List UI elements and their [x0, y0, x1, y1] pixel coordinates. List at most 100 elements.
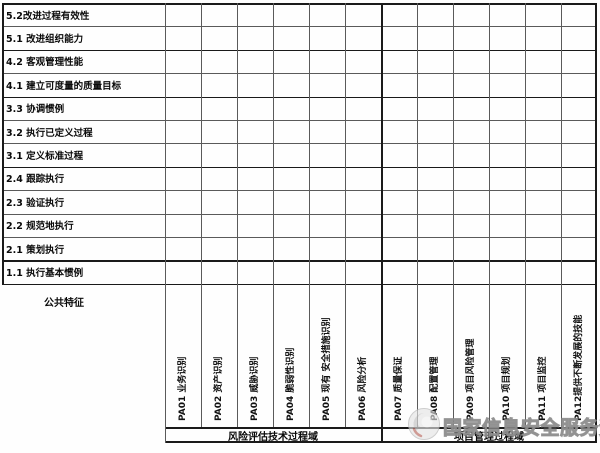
grid-cell: [345, 237, 381, 260]
grid-cell: [345, 260, 381, 283]
row-label: 5.1 改进组织能力: [6, 34, 84, 46]
grid-cell: [345, 143, 381, 166]
grid-cell: [165, 260, 201, 283]
grid-cell: [453, 214, 489, 237]
grid-cell: [525, 26, 561, 49]
grid-cell: [165, 214, 201, 237]
row-label: 3.1 定义标准过程: [6, 151, 84, 163]
grid-cell: [309, 3, 345, 26]
grid-cell: [489, 260, 525, 283]
grid-cell: [237, 73, 273, 96]
grid-cell: [381, 50, 417, 73]
grid-line-vertical: [309, 3, 310, 427]
grid-cell: [237, 97, 273, 120]
grid-cell: [273, 3, 309, 26]
grid-line-horizontal: [2, 213, 597, 215]
grid-cell: [489, 214, 525, 237]
grid-cell: [201, 237, 237, 260]
grid-cell: [381, 214, 417, 237]
grid-cell: [525, 120, 561, 143]
grid-line-vertical: [417, 3, 418, 427]
grid-cell: [237, 120, 273, 143]
grid-cell: [345, 26, 381, 49]
grid-line-vertical: [453, 3, 454, 427]
grid-cell: [417, 120, 453, 143]
grid-cell: [345, 97, 381, 120]
grid-cell: [489, 167, 525, 190]
grid-cell: [453, 237, 489, 260]
grid-cell: [165, 190, 201, 213]
process-group-label: 项目管理过程域: [454, 431, 524, 443]
grid-cell: [165, 237, 201, 260]
grid-cell: [417, 237, 453, 260]
grid-cell: [453, 50, 489, 73]
grid-cell: [345, 50, 381, 73]
grid-cell: [381, 143, 417, 166]
grid-line-vertical: [165, 3, 166, 443]
column-label-cell: PA12提供不断发展的技能: [561, 284, 597, 427]
grid-cell: [237, 167, 273, 190]
grid-cell: [381, 97, 417, 120]
grid-cell: [417, 73, 453, 96]
grid-cell: [417, 143, 453, 166]
grid-cell: [273, 260, 309, 283]
grid-cell: [417, 50, 453, 73]
grid-cell: [561, 26, 597, 49]
grid-cell: [381, 237, 417, 260]
grid-cell: [201, 50, 237, 73]
grid-cell: [309, 260, 345, 283]
grid-cell: [201, 97, 237, 120]
column-label-cell: PA02 资产识别: [201, 284, 237, 427]
grid-cell: [525, 73, 561, 96]
grid-cell: [309, 237, 345, 260]
grid-line-horizontal: [2, 143, 597, 145]
certification-seal-icon: [407, 407, 441, 445]
grid-cell: [561, 73, 597, 96]
grid-cell: [381, 120, 417, 143]
grid-line-horizontal: [2, 96, 597, 99]
column-label: PA04 脆弱性识别: [286, 347, 296, 421]
grid-cell: [273, 26, 309, 49]
grid-cell: [237, 237, 273, 260]
grid-cell: [561, 50, 597, 73]
grid-cell: [525, 214, 561, 237]
grid-cell: [273, 120, 309, 143]
grid-cell: [381, 3, 417, 26]
grid-cell: [561, 237, 597, 260]
grid-line-horizontal: [2, 190, 597, 192]
grid-cell: [381, 260, 417, 283]
grid-cell: [237, 50, 273, 73]
grid-line-vertical: [525, 3, 526, 427]
column-label: PA03 威胁识别: [250, 356, 260, 421]
grid-cell: [453, 260, 489, 283]
grid-cell: [561, 214, 597, 237]
grid-cell: [201, 73, 237, 96]
grid-cell: [309, 26, 345, 49]
row-label: 3.2 执行已定义过程: [6, 127, 93, 139]
grid-line-vertical: [345, 3, 346, 427]
grid-line-horizontal: [2, 49, 597, 52]
grid-cell: [237, 214, 273, 237]
grid-line-horizontal: [2, 166, 597, 169]
grid-cell: [273, 50, 309, 73]
grid-cell: [525, 143, 561, 166]
grid-cell: [561, 120, 597, 143]
grid-cell: [201, 3, 237, 26]
column-label: PA12提供不断发展的技能: [574, 314, 584, 421]
grid-line-horizontal: [2, 237, 597, 238]
grid-cell: [273, 143, 309, 166]
watermark: 国家信息安全服务资质: [407, 407, 600, 445]
column-label-cell: PA07 质量保证: [381, 284, 417, 427]
grid-cell: [381, 190, 417, 213]
grid-cell: [237, 143, 273, 166]
grid-line-vertical: [561, 3, 562, 427]
grid-line-horizontal: [2, 260, 597, 262]
grid-cell: [417, 97, 453, 120]
column-label-cell: PA10 项目规划: [489, 284, 525, 427]
row-label: 5.2改进过程有效性: [6, 10, 90, 22]
grid-cell: [525, 260, 561, 283]
grid-cell: [201, 260, 237, 283]
grid-cell: [561, 190, 597, 213]
grid-cell: [345, 120, 381, 143]
